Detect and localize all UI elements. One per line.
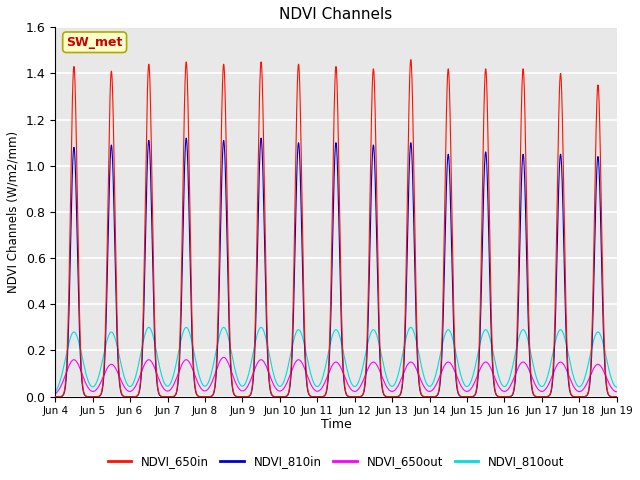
Text: SW_met: SW_met <box>67 36 123 49</box>
X-axis label: Time: Time <box>321 418 351 431</box>
Y-axis label: NDVI Channels (W/m2/mm): NDVI Channels (W/m2/mm) <box>7 131 20 293</box>
Title: NDVI Channels: NDVI Channels <box>279 7 392 22</box>
Legend: NDVI_650in, NDVI_810in, NDVI_650out, NDVI_810out: NDVI_650in, NDVI_810in, NDVI_650out, NDV… <box>103 451 569 473</box>
